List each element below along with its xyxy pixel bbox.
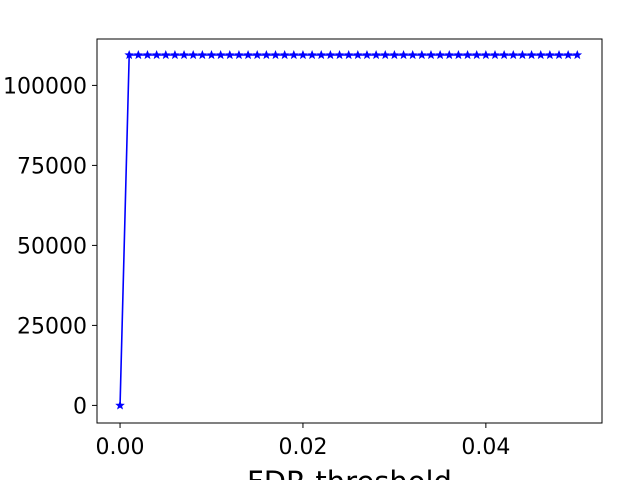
- data-point: [481, 49, 491, 60]
- data-point: [316, 49, 327, 60]
- data-point: [398, 49, 409, 60]
- data-point: [206, 49, 217, 60]
- data-point: [499, 49, 509, 60]
- data-point: [334, 49, 345, 60]
- data-point: [325, 49, 336, 60]
- data-point: [535, 49, 546, 60]
- x-axis-label: FDR threshold: [247, 465, 452, 480]
- y-tick-label: 50000: [17, 234, 87, 259]
- data-point: [563, 49, 573, 60]
- y-tick-label: 75000: [17, 154, 87, 179]
- data-point: [279, 49, 290, 60]
- data-point: [252, 49, 263, 60]
- data-point: [471, 49, 482, 60]
- data-point: [508, 49, 519, 60]
- data-point: [417, 49, 427, 60]
- data-point: [270, 49, 281, 60]
- data-point: [362, 49, 372, 60]
- series-layer: [115, 49, 583, 410]
- data-point: [243, 49, 253, 60]
- data-point: [389, 49, 400, 60]
- data-point: [215, 49, 226, 60]
- series-line: [119, 54, 578, 406]
- y-tick-label: 100000: [3, 74, 87, 99]
- data-point: [124, 49, 134, 60]
- data-point: [115, 400, 125, 410]
- x-tick-label: 0.00: [96, 435, 145, 460]
- y-tick-label: 25000: [17, 314, 87, 339]
- data-point: [426, 49, 436, 60]
- y-axis-ticks: 0 25000 50000 75000 100000: [3, 74, 97, 419]
- data-point: [289, 49, 299, 60]
- data-point: [234, 49, 244, 60]
- data-point: [453, 49, 464, 60]
- x-tick-label: 0.02: [278, 435, 327, 460]
- data-point: [353, 49, 363, 60]
- data-point: [554, 49, 564, 60]
- data-point: [170, 49, 180, 60]
- data-point: [307, 49, 317, 60]
- data-point: [371, 49, 381, 60]
- data-point: [435, 49, 445, 60]
- data-point: [526, 49, 537, 60]
- data-point: [407, 49, 418, 60]
- data-point: [490, 49, 500, 60]
- data-point: [224, 49, 235, 60]
- plot-frame: [96, 38, 603, 424]
- data-point: [517, 49, 528, 60]
- x-tick-label: 0.04: [461, 435, 510, 460]
- y-tick-label: 0: [73, 394, 87, 419]
- data-point: [179, 49, 189, 60]
- data-point: [188, 49, 198, 60]
- x-axis-ticks: 0.00 0.02 0.04: [96, 423, 510, 460]
- data-point: [298, 49, 308, 60]
- data-point: [261, 49, 272, 60]
- data-point: [545, 49, 555, 60]
- data-point: [133, 49, 144, 60]
- data-point: [160, 49, 171, 60]
- data-point: [462, 49, 473, 60]
- data-point: [151, 49, 162, 60]
- data-point: [380, 49, 391, 60]
- data-point: [343, 49, 354, 60]
- data-point: [572, 49, 583, 60]
- data-point: [197, 49, 208, 60]
- data-point: [444, 49, 455, 60]
- data-point: [142, 49, 153, 60]
